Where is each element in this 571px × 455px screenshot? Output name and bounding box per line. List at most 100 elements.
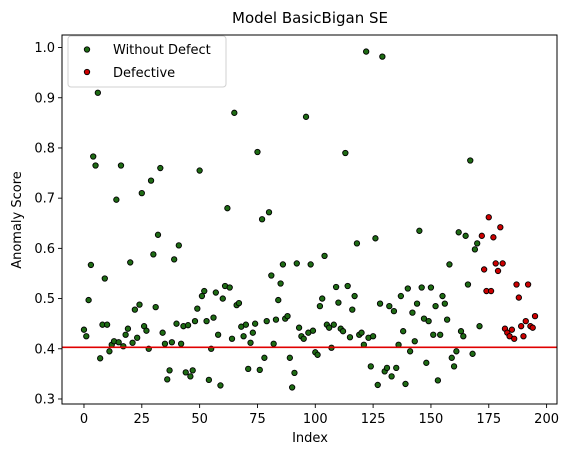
- plot-frame: [61, 34, 558, 405]
- legend-label-without-defect: Without Defect: [113, 43, 211, 58]
- point-without-defect: [423, 359, 430, 366]
- point-without-defect: [372, 235, 379, 242]
- point-without-defect: [168, 339, 176, 346]
- point-without-defect: [388, 373, 395, 380]
- y-tick-label: 0.8: [34, 141, 55, 156]
- point-without-defect: [97, 355, 104, 362]
- point-without-defect: [124, 325, 132, 332]
- legend-box: [67, 35, 227, 88]
- point-without-defect: [198, 292, 206, 300]
- point-without-defect: [342, 149, 349, 157]
- point-without-defect: [210, 314, 217, 321]
- point-without-defect: [115, 339, 122, 346]
- point-without-defect: [418, 284, 425, 291]
- point-without-defect: [321, 252, 328, 260]
- point-without-defect: [263, 318, 270, 325]
- point-without-defect: [138, 189, 145, 197]
- point-without-defect: [471, 246, 479, 253]
- point-defective: [492, 260, 499, 267]
- point-without-defect: [247, 339, 254, 346]
- point-without-defect: [309, 327, 317, 334]
- point-without-defect: [448, 354, 455, 361]
- point-defective: [480, 266, 488, 273]
- point-without-defect: [231, 109, 238, 116]
- point-without-defect: [117, 162, 125, 169]
- point-defective: [520, 333, 527, 340]
- point-without-defect: [346, 334, 354, 341]
- x-axis-label: Index: [292, 431, 328, 446]
- point-without-defect: [254, 148, 261, 156]
- point-without-defect: [351, 292, 358, 300]
- x-tick-label: 125: [361, 412, 386, 427]
- point-without-defect: [157, 164, 164, 172]
- point-without-defect: [251, 320, 259, 327]
- x-axis: 0 25 50 75 100 125 150 175 200: [80, 404, 559, 427]
- point-without-defect: [339, 328, 347, 335]
- point-defective: [506, 333, 513, 340]
- x-tick-label: 0: [80, 412, 88, 427]
- point-without-defect: [453, 348, 460, 355]
- point-without-defect: [184, 322, 192, 329]
- point-without-defect: [420, 315, 428, 322]
- point-without-defect: [127, 259, 134, 266]
- y-tick-label: 0.4: [34, 342, 55, 357]
- point-defective: [487, 287, 495, 295]
- y-tick-label: 0.6: [34, 242, 55, 257]
- point-without-defect: [411, 338, 418, 345]
- point-without-defect: [314, 351, 321, 358]
- point-without-defect: [376, 300, 384, 307]
- point-without-defect: [446, 261, 453, 268]
- point-without-defect: [400, 328, 407, 335]
- point-without-defect: [383, 364, 391, 371]
- y-tick-label: 0.7: [34, 192, 55, 207]
- point-without-defect: [460, 333, 467, 340]
- y-tick-label: 0.5: [34, 292, 55, 307]
- point-without-defect: [464, 281, 472, 288]
- x-tick-label: 150: [419, 412, 444, 427]
- point-defective: [499, 260, 506, 267]
- point-without-defect: [249, 329, 256, 336]
- point-without-defect: [143, 327, 150, 334]
- point-without-defect: [270, 340, 277, 347]
- point-without-defect: [437, 331, 444, 338]
- point-without-defect: [330, 321, 337, 328]
- x-tick-label: 75: [249, 412, 266, 427]
- point-without-defect: [439, 292, 446, 300]
- point-without-defect: [402, 380, 409, 388]
- point-without-defect: [171, 256, 178, 263]
- point-without-defect: [85, 296, 92, 304]
- point-without-defect: [469, 350, 476, 357]
- point-without-defect: [94, 89, 102, 96]
- point-without-defect: [205, 376, 213, 384]
- point-without-defect: [103, 321, 111, 328]
- point-without-defect: [393, 364, 400, 371]
- point-without-defect: [476, 323, 483, 330]
- point-without-defect: [353, 240, 361, 247]
- point-without-defect: [413, 300, 421, 307]
- point-defective: [511, 335, 518, 342]
- point-without-defect: [90, 153, 97, 160]
- point-without-defect: [261, 354, 268, 361]
- point-without-defect: [83, 333, 90, 340]
- point-without-defect: [275, 296, 282, 304]
- point-without-defect: [386, 302, 393, 310]
- point-without-defect: [363, 48, 370, 55]
- point-without-defect: [326, 324, 333, 331]
- point-without-defect: [319, 295, 326, 302]
- point-without-defect: [159, 329, 166, 336]
- point-without-defect: [150, 251, 157, 258]
- point-without-defect: [291, 369, 298, 377]
- point-without-defect: [226, 284, 233, 291]
- point-without-defect: [129, 339, 136, 346]
- legend-label-defective: Defective: [113, 66, 175, 81]
- point-without-defect: [434, 377, 442, 384]
- point-without-defect: [390, 307, 398, 315]
- point-without-defect: [441, 300, 448, 307]
- point-without-defect: [307, 261, 314, 268]
- point-without-defect: [189, 367, 196, 374]
- point-without-defect: [367, 363, 374, 370]
- point-without-defect: [258, 216, 266, 223]
- legend-marker-defective: [83, 68, 91, 76]
- point-without-defect: [300, 335, 307, 342]
